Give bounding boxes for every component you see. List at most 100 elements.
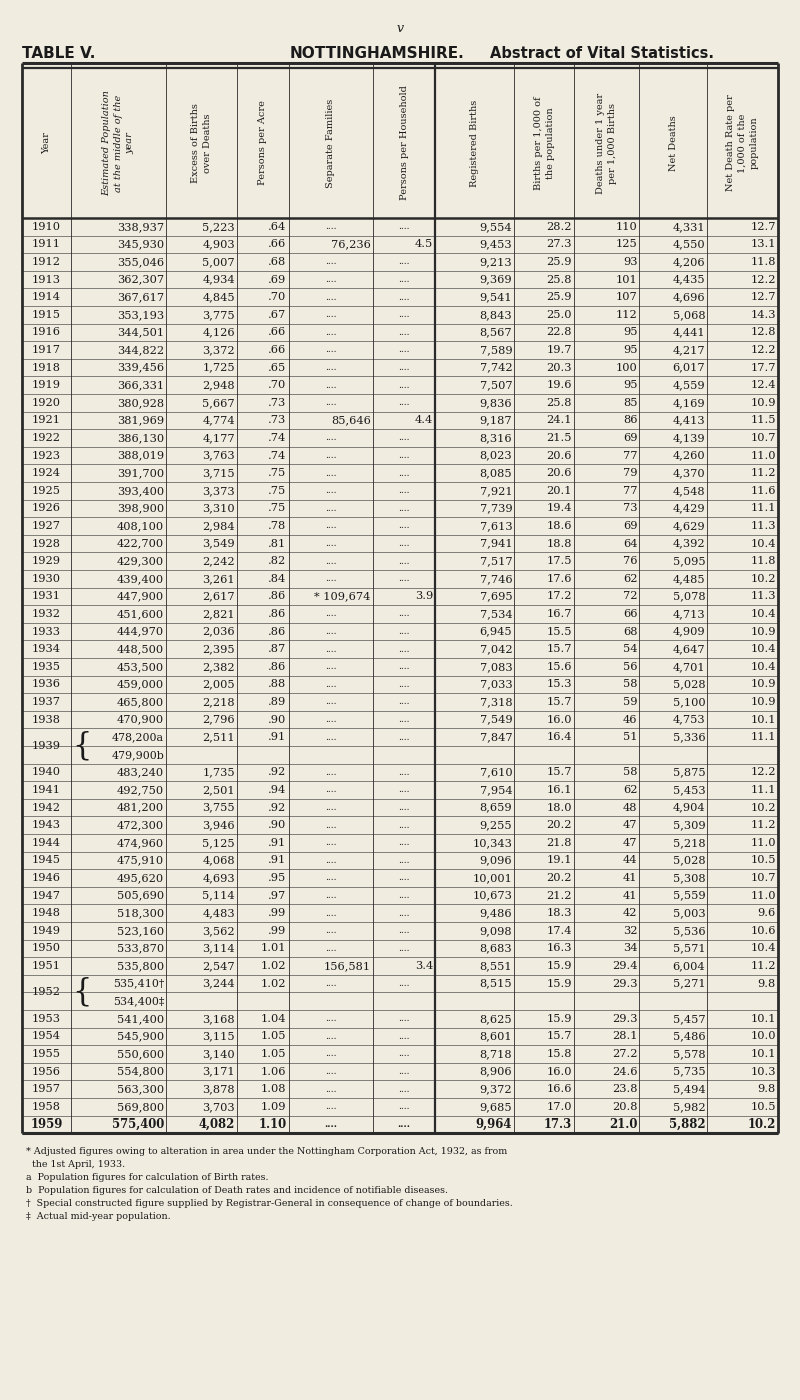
Text: 8,085: 8,085 (479, 468, 512, 479)
Text: ....: .... (325, 874, 337, 882)
Text: ....: .... (398, 258, 410, 266)
Text: ....: .... (398, 1120, 410, 1128)
Text: 1.09: 1.09 (261, 1102, 286, 1112)
Text: 4,774: 4,774 (202, 416, 235, 426)
Text: 1938: 1938 (32, 714, 61, 725)
Text: 391,700: 391,700 (117, 468, 164, 479)
Text: 24.6: 24.6 (612, 1067, 638, 1077)
Text: .73: .73 (268, 398, 286, 407)
Text: 11.6: 11.6 (750, 486, 776, 496)
Text: ....: .... (398, 715, 410, 724)
Text: 1952: 1952 (32, 987, 61, 997)
Text: 15.8: 15.8 (546, 1049, 572, 1058)
Text: 5,028: 5,028 (673, 679, 706, 689)
Text: 380,928: 380,928 (117, 398, 164, 407)
Text: 12.2: 12.2 (750, 274, 776, 284)
Text: 12.7: 12.7 (750, 293, 776, 302)
Text: ....: .... (325, 927, 337, 935)
Text: .86: .86 (268, 662, 286, 672)
Text: 5,125: 5,125 (202, 837, 235, 848)
Text: 4,629: 4,629 (673, 521, 706, 531)
Text: 453,500: 453,500 (117, 662, 164, 672)
Text: 1939: 1939 (32, 741, 61, 750)
Text: 95: 95 (623, 381, 638, 391)
Text: 8,601: 8,601 (479, 1032, 512, 1042)
Text: ....: .... (398, 293, 410, 302)
Text: 10.9: 10.9 (750, 398, 776, 407)
Text: 8,023: 8,023 (479, 451, 512, 461)
Text: 4,909: 4,909 (673, 627, 706, 637)
Text: ....: .... (325, 328, 337, 337)
Text: ....: .... (398, 785, 410, 795)
Text: 459,000: 459,000 (117, 679, 164, 689)
Text: 5,882: 5,882 (669, 1117, 706, 1131)
Text: ....: .... (398, 1050, 410, 1058)
Text: 339,456: 339,456 (117, 363, 164, 372)
Text: 5,982: 5,982 (673, 1102, 706, 1112)
Text: ....: .... (398, 909, 410, 918)
Text: ....: .... (398, 874, 410, 882)
Text: 1.10: 1.10 (258, 1117, 286, 1131)
Text: ....: .... (325, 258, 337, 266)
Text: ....: .... (398, 680, 410, 689)
Text: 3,715: 3,715 (202, 468, 235, 479)
Text: 1923: 1923 (32, 451, 61, 461)
Text: 4,550: 4,550 (673, 239, 706, 249)
Text: 10.2: 10.2 (750, 574, 776, 584)
Text: 1942: 1942 (32, 802, 61, 812)
Text: 8,625: 8,625 (479, 1014, 512, 1023)
Text: 554,800: 554,800 (117, 1067, 164, 1077)
Text: 3,562: 3,562 (202, 925, 235, 935)
Text: 21.0: 21.0 (609, 1117, 638, 1131)
Text: Births per 1,000 of
the population: Births per 1,000 of the population (534, 97, 554, 190)
Text: 3,763: 3,763 (202, 451, 235, 461)
Text: 1,725: 1,725 (202, 363, 235, 372)
Text: 107: 107 (615, 293, 638, 302)
Text: 76,236: 76,236 (331, 239, 371, 249)
Text: .64: .64 (268, 221, 286, 232)
Text: 12.4: 12.4 (750, 381, 776, 391)
Text: 5,100: 5,100 (673, 697, 706, 707)
Text: ....: .... (325, 451, 337, 461)
Text: 20.2: 20.2 (546, 820, 572, 830)
Text: 4,413: 4,413 (673, 416, 706, 426)
Text: 7,695: 7,695 (479, 591, 512, 602)
Text: 46: 46 (623, 714, 638, 725)
Text: ....: .... (398, 434, 410, 442)
Text: 18.8: 18.8 (546, 539, 572, 549)
Text: .75: .75 (268, 468, 286, 479)
Text: .68: .68 (268, 258, 286, 267)
Text: ....: .... (398, 539, 410, 547)
Text: 4,169: 4,169 (673, 398, 706, 407)
Text: 25.9: 25.9 (546, 258, 572, 267)
Text: 1.02: 1.02 (261, 960, 286, 972)
Text: 1934: 1934 (32, 644, 61, 654)
Text: 439,400: 439,400 (117, 574, 164, 584)
Text: .91: .91 (268, 855, 286, 865)
Text: 29.4: 29.4 (612, 960, 638, 972)
Text: .94: .94 (268, 785, 286, 795)
Text: 110: 110 (615, 221, 638, 232)
Text: 47: 47 (623, 837, 638, 848)
Text: 4,177: 4,177 (202, 433, 235, 442)
Text: .75: .75 (268, 504, 286, 514)
Text: 10.5: 10.5 (750, 855, 776, 865)
Text: Year: Year (42, 132, 51, 154)
Text: .81: .81 (268, 539, 286, 549)
Text: 56: 56 (623, 662, 638, 672)
Text: 66: 66 (623, 609, 638, 619)
Text: 9,964: 9,964 (476, 1117, 512, 1131)
Text: 62: 62 (623, 785, 638, 795)
Text: 534,400‡: 534,400‡ (113, 997, 164, 1007)
Text: 533,870: 533,870 (117, 944, 164, 953)
Text: 367,617: 367,617 (117, 293, 164, 302)
Text: 1932: 1932 (32, 609, 61, 619)
Text: 5,536: 5,536 (673, 925, 706, 935)
Text: 11.5: 11.5 (750, 416, 776, 426)
Text: 68: 68 (623, 627, 638, 637)
Text: 3,114: 3,114 (202, 944, 235, 953)
Text: {: { (72, 977, 91, 1008)
Text: 13.1: 13.1 (750, 239, 776, 249)
Text: ....: .... (325, 274, 337, 284)
Text: ....: .... (325, 627, 337, 636)
